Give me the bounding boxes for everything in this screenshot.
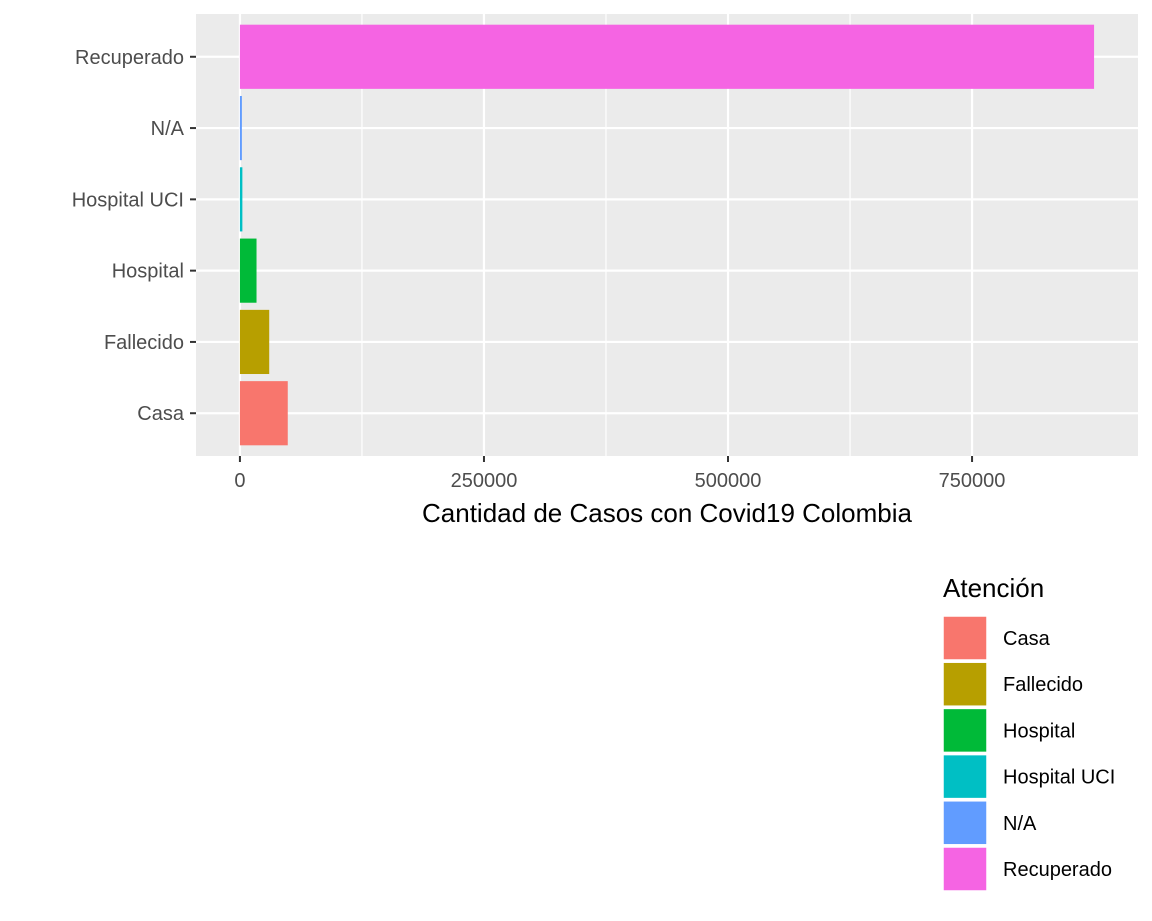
y-tick-label: N/A bbox=[151, 118, 185, 140]
bar-n-a bbox=[239, 95, 242, 161]
x-axis-title: Cantidad de Casos con Covid19 Colombia bbox=[422, 498, 912, 528]
major-gridlines bbox=[196, 14, 1138, 456]
legend-title: Atención bbox=[943, 573, 1044, 603]
x-tick-label: 250000 bbox=[451, 470, 518, 492]
y-tick-label: Recuperado bbox=[75, 47, 184, 69]
legend-key bbox=[942, 846, 988, 892]
legend-key bbox=[942, 661, 988, 707]
bar-fallecido bbox=[239, 309, 270, 375]
bar-hospital-uci bbox=[239, 167, 243, 232]
bar-casa bbox=[239, 381, 288, 446]
x-tick-label: 0 bbox=[234, 470, 245, 492]
legend-key bbox=[942, 800, 988, 846]
y-tick-label: Casa bbox=[137, 403, 185, 425]
legend-label: Fallecido bbox=[1003, 674, 1083, 696]
y-axis: Casa Fallecido Hospital Hospital UCI N/A Recu… bbox=[72, 47, 196, 425]
y-tick-label: Hospital bbox=[112, 261, 184, 283]
legend-key bbox=[942, 615, 988, 661]
y-tick-label: Hospital UCI bbox=[72, 189, 184, 211]
legend-label: Hospital bbox=[1003, 720, 1075, 742]
legend-label: N/A bbox=[1003, 813, 1037, 835]
bar-hospital bbox=[239, 238, 257, 303]
legend-key bbox=[942, 707, 988, 754]
legend-label: Casa bbox=[1003, 628, 1051, 650]
legend-label: Hospital UCI bbox=[1003, 767, 1115, 789]
bar-recuperado bbox=[239, 24, 1095, 89]
bars bbox=[239, 24, 1095, 446]
legend: Atención Casa Fallecido Hospital Hospital U… bbox=[942, 573, 1115, 892]
y-tick-label: Fallecido bbox=[104, 332, 184, 354]
legend-key bbox=[942, 753, 988, 800]
x-tick-label: 500000 bbox=[695, 470, 762, 492]
x-tick-label: 750000 bbox=[939, 470, 1006, 492]
x-axis: 0 250000 500000 750000 bbox=[234, 456, 1005, 492]
legend-label: Recuperado bbox=[1003, 859, 1112, 881]
